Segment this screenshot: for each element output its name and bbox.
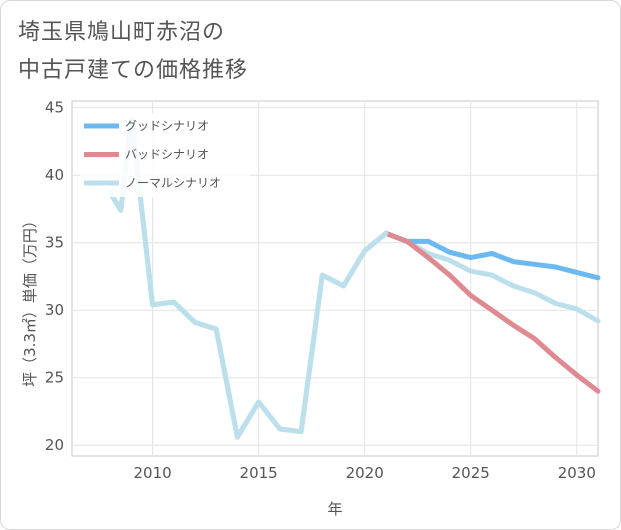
- y-tick-label: 45: [45, 99, 64, 117]
- series-line-0: [383, 230, 601, 281]
- y-tick-label: 40: [45, 166, 64, 184]
- legend-label: グッドシナリオ: [125, 119, 209, 133]
- y-tick-label: 20: [45, 436, 64, 454]
- legend-label: ノーマルシナリオ: [125, 176, 221, 190]
- x-tick-label: 2030: [558, 464, 596, 482]
- y-tick-label: 35: [45, 234, 64, 252]
- chart-title-line-1: 埼玉県鳩山町赤沼の: [18, 20, 226, 45]
- y-axis-label: 坪（3.3㎡）単価（万円）: [21, 213, 39, 387]
- x-tick-label: 2020: [346, 464, 384, 482]
- x-tick-label: 2015: [240, 464, 278, 482]
- x-tick-label: 2025: [452, 464, 490, 482]
- chart-title-line-2: 中古戸建ての価格推移: [18, 58, 249, 83]
- chart-title: 埼玉県鳩山町赤沼の 中古戸建ての価格推移: [18, 14, 248, 90]
- x-tick-label: 2010: [134, 464, 172, 482]
- grid-lines: [72, 101, 598, 456]
- y-tick-label: 30: [45, 301, 64, 319]
- x-axis-label: 年: [327, 500, 342, 518]
- y-tick-label: 25: [45, 369, 64, 387]
- series-line-1: [383, 230, 601, 394]
- legend-label: バッドシナリオ: [125, 148, 209, 162]
